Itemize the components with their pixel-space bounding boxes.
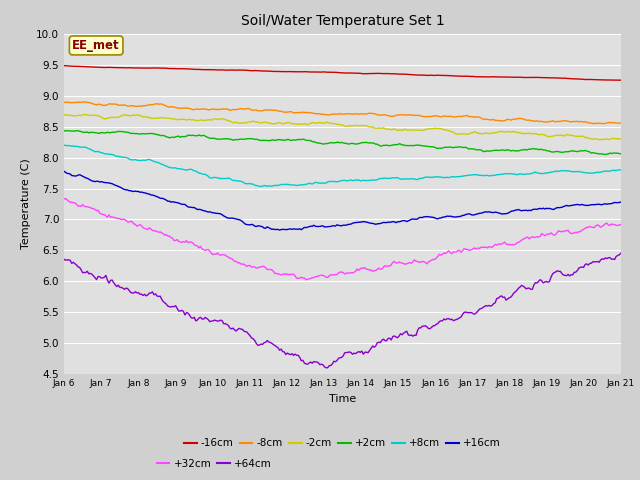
-8cm [246,107,254,112]
+2cm [246,136,254,142]
+8cm [226,176,234,181]
+2cm [305,137,313,143]
+16cm [276,227,284,233]
+8cm [255,183,263,189]
+32cm [617,222,625,228]
X-axis label: Time: Time [329,394,356,404]
-2cm [82,111,90,117]
+32cm [60,196,68,202]
+16cm [129,189,136,194]
+16cm [305,224,313,229]
-8cm [588,120,595,126]
-16cm [244,68,252,73]
-16cm [60,63,68,69]
+64cm [129,290,136,296]
+16cm [226,216,234,221]
+2cm [588,150,595,156]
Line: +16cm: +16cm [64,171,621,230]
Line: +64cm: +64cm [64,253,621,368]
+8cm [60,142,68,148]
-16cm [129,65,136,71]
+64cm [226,325,234,331]
Text: EE_met: EE_met [72,39,120,52]
-2cm [588,136,595,142]
+2cm [228,137,236,143]
+2cm [74,128,82,133]
+32cm [255,264,263,270]
+64cm [323,365,330,371]
+32cm [130,221,138,227]
Line: +8cm: +8cm [64,145,621,186]
-16cm [616,77,623,83]
-2cm [246,119,254,125]
+32cm [228,255,236,261]
-2cm [617,136,625,142]
Line: +32cm: +32cm [64,199,621,280]
-2cm [60,112,68,118]
-2cm [228,119,236,125]
+8cm [588,170,595,176]
-2cm [598,137,606,143]
+16cm [588,202,595,208]
+2cm [617,151,625,156]
-16cm [254,68,262,73]
-16cm [617,77,625,83]
-2cm [305,121,313,127]
-8cm [130,103,138,108]
+32cm [61,196,69,202]
+2cm [60,128,68,134]
+8cm [617,167,625,173]
+32cm [246,263,254,269]
+64cm [588,260,595,266]
-8cm [228,107,236,113]
+8cm [254,183,262,189]
+32cm [307,276,314,282]
-2cm [130,112,138,118]
+64cm [244,331,252,337]
-8cm [60,99,68,105]
+64cm [254,342,262,348]
+8cm [129,157,136,163]
+64cm [303,361,311,367]
Line: -16cm: -16cm [64,66,621,80]
+64cm [60,256,68,262]
-8cm [305,109,313,115]
-8cm [255,108,263,114]
+16cm [244,222,252,228]
-16cm [303,69,311,75]
Title: Soil/Water Temperature Set 1: Soil/Water Temperature Set 1 [241,14,444,28]
Line: -2cm: -2cm [64,114,621,140]
-8cm [592,121,600,127]
Legend: +32cm, +64cm: +32cm, +64cm [152,455,276,473]
+32cm [302,277,310,283]
Line: +2cm: +2cm [64,131,621,155]
-2cm [255,120,263,125]
-8cm [617,120,625,126]
+64cm [617,251,625,256]
+2cm [602,152,609,157]
-8cm [81,99,88,105]
+2cm [255,137,263,143]
+16cm [617,199,625,205]
+8cm [305,180,313,186]
+16cm [60,168,68,174]
Line: -8cm: -8cm [64,102,621,124]
+32cm [589,225,596,230]
+2cm [130,131,138,136]
Y-axis label: Temperature (C): Temperature (C) [20,158,31,250]
+8cm [244,180,252,186]
+16cm [254,223,262,229]
-16cm [226,67,234,73]
-16cm [586,77,594,83]
